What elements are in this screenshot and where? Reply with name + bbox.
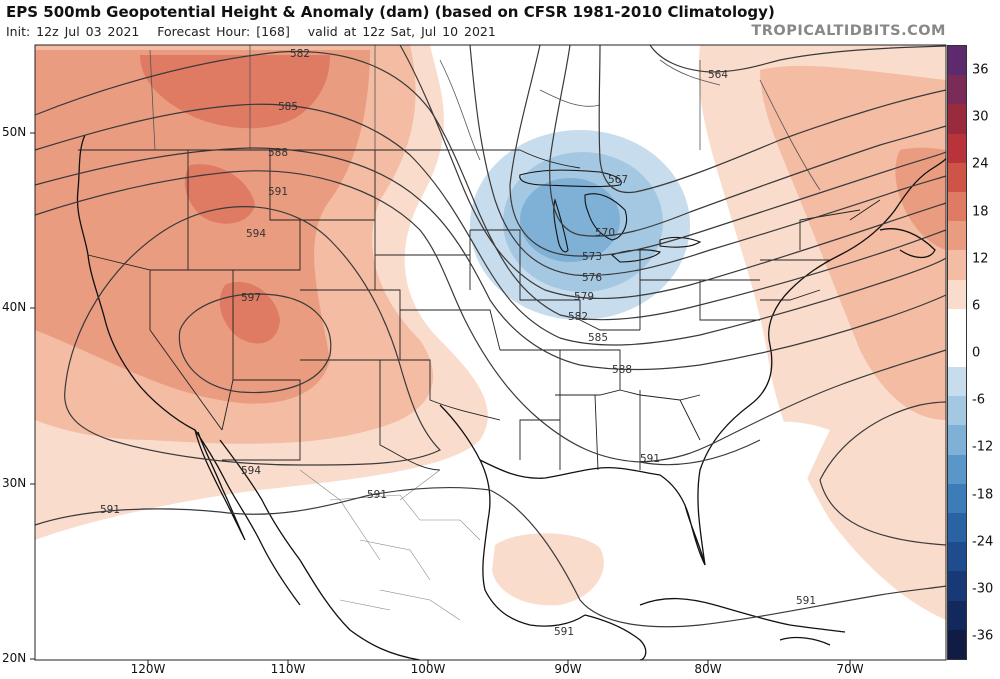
contour-label: 597 — [241, 292, 261, 304]
lon-label: 90W — [554, 662, 582, 676]
colorbar-segment — [948, 513, 966, 543]
colorbar-segment — [948, 104, 966, 135]
colorbar-label: -30 — [972, 581, 994, 597]
contour-label: 585 — [278, 101, 298, 113]
contour-label: 591 — [796, 595, 816, 607]
colorbar-segment — [948, 250, 966, 281]
contour-576 — [469, 44, 947, 277]
valid-time: valid at 12z Sat, Jul 10 2021 — [307, 24, 496, 39]
colorbar-segment — [948, 279, 966, 310]
contour-labels: 564 567 570 573 576 579 582 582 585 585 … — [100, 48, 816, 607]
contour-label: 591 — [100, 504, 120, 516]
contour-585 — [34, 103, 947, 346]
colorbar-label: 0 — [972, 345, 981, 361]
contour-label: 588 — [268, 147, 288, 159]
contour-591-east — [819, 401, 947, 481]
contour-label: 582 — [568, 311, 588, 323]
colorbar-segment — [948, 337, 966, 368]
colorbar-segment — [948, 629, 966, 660]
contour-564 — [649, 44, 947, 73]
lon-label: 100W — [410, 662, 446, 676]
colorbar-label: -18 — [972, 487, 994, 502]
colorbar-label: 30 — [972, 109, 989, 125]
lon-label: 80W — [694, 662, 722, 676]
contour-label: 591 — [367, 489, 387, 501]
lon-label: 70W — [836, 662, 864, 676]
contour-573 — [509, 44, 947, 257]
contour-label: 591 — [268, 186, 288, 198]
contour-label: 594 — [241, 465, 261, 477]
contour-label: 588 — [612, 364, 632, 376]
colorbar-segment — [948, 425, 966, 456]
colorbar-label: 12 — [972, 251, 989, 267]
contour-591-south — [34, 486, 491, 526]
canada-borders — [149, 45, 821, 191]
lat-label: 50N — [2, 125, 27, 139]
colorbar-label: 36 — [972, 62, 989, 78]
colorbar-label: 6 — [972, 298, 981, 314]
contour-label: 594 — [246, 228, 266, 240]
positive-anomaly-gulf — [492, 533, 604, 606]
init-time: Init: 12z Jul 03 2021 — [6, 24, 140, 39]
map-frame — [34, 44, 947, 661]
contour-label: 591 — [554, 626, 574, 638]
lon-label: 120W — [130, 662, 166, 676]
great-lakes — [519, 169, 702, 263]
height-contours — [34, 44, 947, 628]
brand-watermark: TROPICALTIDBITS.COM — [751, 23, 946, 39]
colorbar-label: 18 — [972, 204, 989, 219]
colorbar-label: -6 — [972, 392, 985, 408]
colorbar-segment — [948, 367, 966, 397]
colorbar-segment — [948, 308, 966, 339]
contour-567 — [598, 44, 947, 194]
contour-label: 567 — [608, 174, 628, 186]
mexico-borders — [299, 469, 481, 621]
contour-579 — [399, 44, 947, 300]
contour-588 — [34, 147, 947, 371]
colorbar-segment — [948, 396, 966, 426]
contour-591-gulf — [489, 489, 947, 628]
negative-anomaly-lakes — [470, 130, 690, 320]
contour-label: 570 — [595, 227, 615, 239]
colorbar-segment — [948, 75, 966, 105]
lon-label: 110W — [270, 662, 306, 676]
positive-anomaly-east — [695, 45, 946, 620]
colorbar-segment — [948, 221, 966, 251]
colorbar-segment — [948, 571, 966, 602]
colorbar-label: -24 — [972, 534, 994, 550]
colorbar-label: -36 — [972, 628, 994, 644]
lat-label: 40N — [2, 300, 27, 314]
colorbar-segment — [948, 162, 966, 193]
lat-label: 20N — [2, 651, 27, 665]
colorbar-segment — [948, 133, 966, 164]
contour-594 — [64, 206, 442, 466]
contour-597 — [178, 293, 332, 394]
contour-label: 576 — [582, 272, 602, 284]
contour-label: 564 — [708, 69, 728, 81]
colorbar-segment — [948, 191, 966, 222]
contour-570 — [549, 44, 947, 237]
colorbar-segment — [948, 600, 966, 631]
chart-title: EPS 500mb Geopotential Height & Anomaly … — [6, 3, 775, 21]
forecast-hour: Forecast Hour: [168] — [157, 24, 290, 39]
colorbar-label: -12 — [972, 439, 994, 455]
lat-label: 30N — [2, 476, 27, 490]
contour-label: 585 — [588, 332, 608, 344]
contour-label: 582 — [290, 48, 310, 60]
colorbar-segment — [948, 454, 966, 485]
colorbar — [947, 45, 967, 660]
axis-ticks — [30, 132, 851, 665]
contour-label: 579 — [574, 291, 594, 303]
chart-subtitle: Init: 12z Jul 03 2021 Forecast Hour: [16… — [6, 24, 496, 39]
colorbar-segment — [948, 46, 966, 76]
colorbar-label: 24 — [972, 156, 989, 172]
colorbar-segment — [948, 542, 966, 572]
contour-591-north — [34, 170, 947, 463]
colorbar-segment — [948, 483, 966, 514]
contour-label: 591 — [640, 453, 660, 465]
contour-label: 573 — [582, 251, 602, 263]
